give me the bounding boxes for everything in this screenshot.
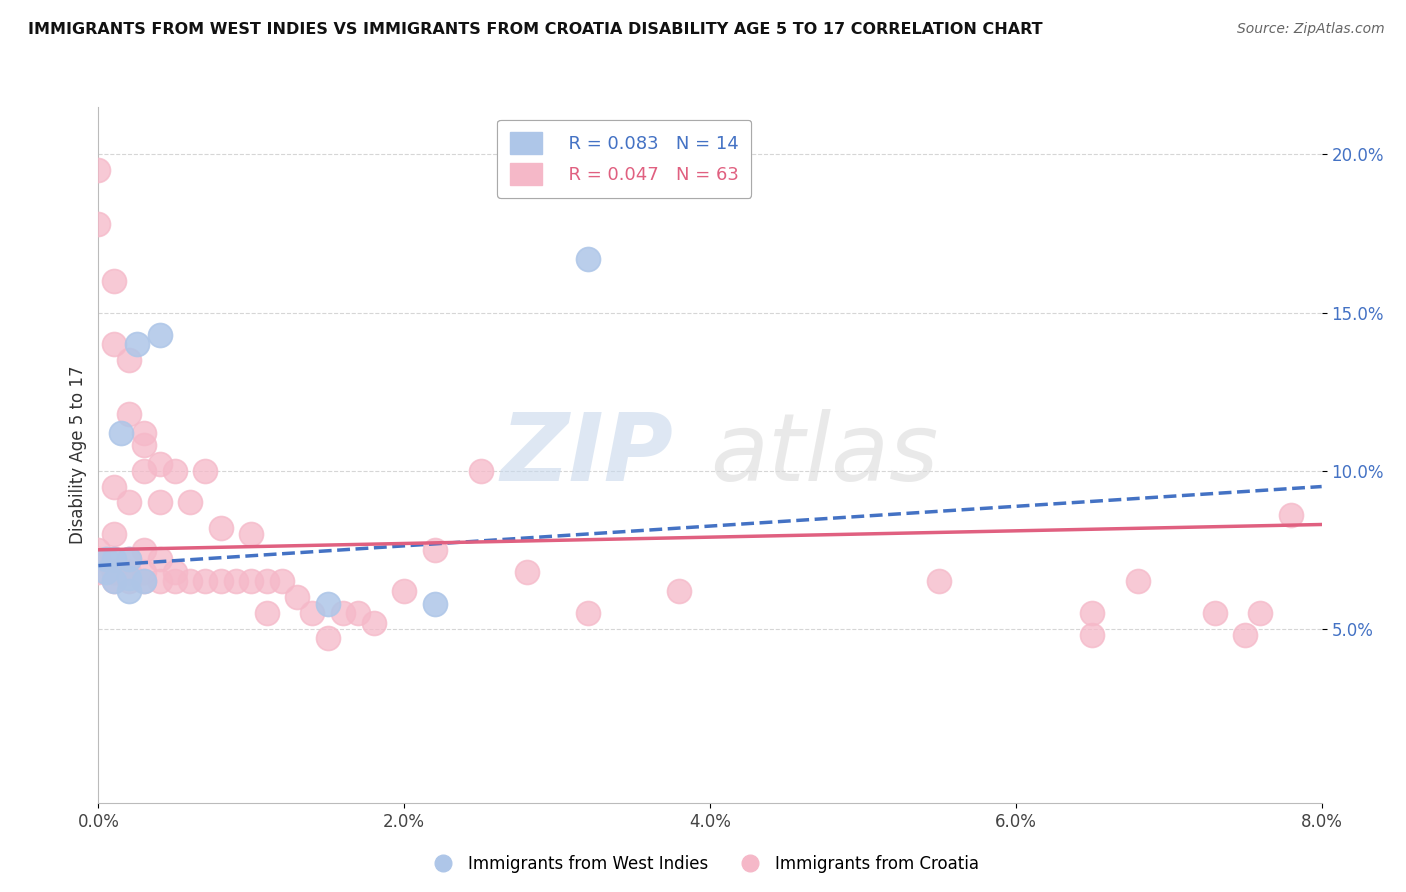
Point xyxy=(118,571,141,585)
Point xyxy=(256,606,278,620)
Point xyxy=(103,274,125,288)
Point xyxy=(134,438,156,452)
Point xyxy=(103,527,125,541)
Point xyxy=(163,464,186,478)
Point xyxy=(347,606,370,620)
Point xyxy=(94,552,117,566)
Point xyxy=(87,542,110,557)
Point xyxy=(118,574,141,589)
Point xyxy=(103,552,125,566)
Point xyxy=(118,407,141,421)
Point xyxy=(134,574,156,589)
Point xyxy=(316,632,339,646)
Point xyxy=(363,615,385,630)
Point xyxy=(470,464,492,478)
Point xyxy=(103,574,125,589)
Point xyxy=(270,574,294,589)
Point xyxy=(1081,606,1104,620)
Text: ZIP: ZIP xyxy=(501,409,673,501)
Point xyxy=(87,217,110,231)
Point xyxy=(209,574,232,589)
Point xyxy=(149,327,172,342)
Point xyxy=(240,574,263,589)
Point xyxy=(240,527,263,541)
Point xyxy=(285,591,308,605)
Point xyxy=(225,574,247,589)
Point xyxy=(1279,508,1302,522)
Point xyxy=(301,606,323,620)
Point xyxy=(149,552,172,566)
Point xyxy=(423,542,446,557)
Point xyxy=(149,458,172,472)
Point xyxy=(163,565,186,579)
Point xyxy=(118,565,141,579)
Point xyxy=(134,574,156,589)
Point xyxy=(134,425,156,440)
Point xyxy=(118,353,141,368)
Point xyxy=(256,574,278,589)
Point xyxy=(87,552,110,566)
Point xyxy=(1204,606,1226,620)
Point xyxy=(134,464,156,478)
Point xyxy=(1081,628,1104,642)
Point xyxy=(576,252,599,266)
Point xyxy=(1249,606,1271,620)
Point xyxy=(118,583,141,598)
Point xyxy=(179,495,201,509)
Point xyxy=(163,574,186,589)
Point xyxy=(103,479,125,493)
Point xyxy=(110,425,132,440)
Point xyxy=(103,552,125,566)
Point xyxy=(194,574,217,589)
Point xyxy=(668,583,690,598)
Point xyxy=(125,337,148,351)
Point xyxy=(1234,628,1257,642)
Point xyxy=(118,552,141,566)
Point xyxy=(1128,574,1150,589)
Point xyxy=(392,583,416,598)
Point xyxy=(103,565,125,579)
Point xyxy=(194,464,217,478)
Point xyxy=(332,606,354,620)
Y-axis label: Disability Age 5 to 17: Disability Age 5 to 17 xyxy=(69,366,87,544)
Point xyxy=(134,565,156,579)
Point xyxy=(516,565,538,579)
Point xyxy=(87,565,110,579)
Point xyxy=(209,521,232,535)
Point xyxy=(118,495,141,509)
Text: Source: ZipAtlas.com: Source: ZipAtlas.com xyxy=(1237,22,1385,37)
Text: atlas: atlas xyxy=(710,409,938,500)
Point xyxy=(423,597,446,611)
Legend: Immigrants from West Indies, Immigrants from Croatia: Immigrants from West Indies, Immigrants … xyxy=(420,848,986,880)
Point xyxy=(134,542,156,557)
Point xyxy=(316,597,339,611)
Point xyxy=(149,495,172,509)
Legend:   R = 0.083   N = 14,   R = 0.047   N = 63: R = 0.083 N = 14, R = 0.047 N = 63 xyxy=(498,120,751,198)
Text: IMMIGRANTS FROM WEST INDIES VS IMMIGRANTS FROM CROATIA DISABILITY AGE 5 TO 17 CO: IMMIGRANTS FROM WEST INDIES VS IMMIGRANT… xyxy=(28,22,1043,37)
Point xyxy=(179,574,201,589)
Point xyxy=(103,574,125,589)
Point xyxy=(103,337,125,351)
Point xyxy=(94,565,117,579)
Point xyxy=(576,606,599,620)
Point xyxy=(928,574,950,589)
Point xyxy=(87,163,110,178)
Point xyxy=(149,574,172,589)
Point xyxy=(118,552,141,566)
